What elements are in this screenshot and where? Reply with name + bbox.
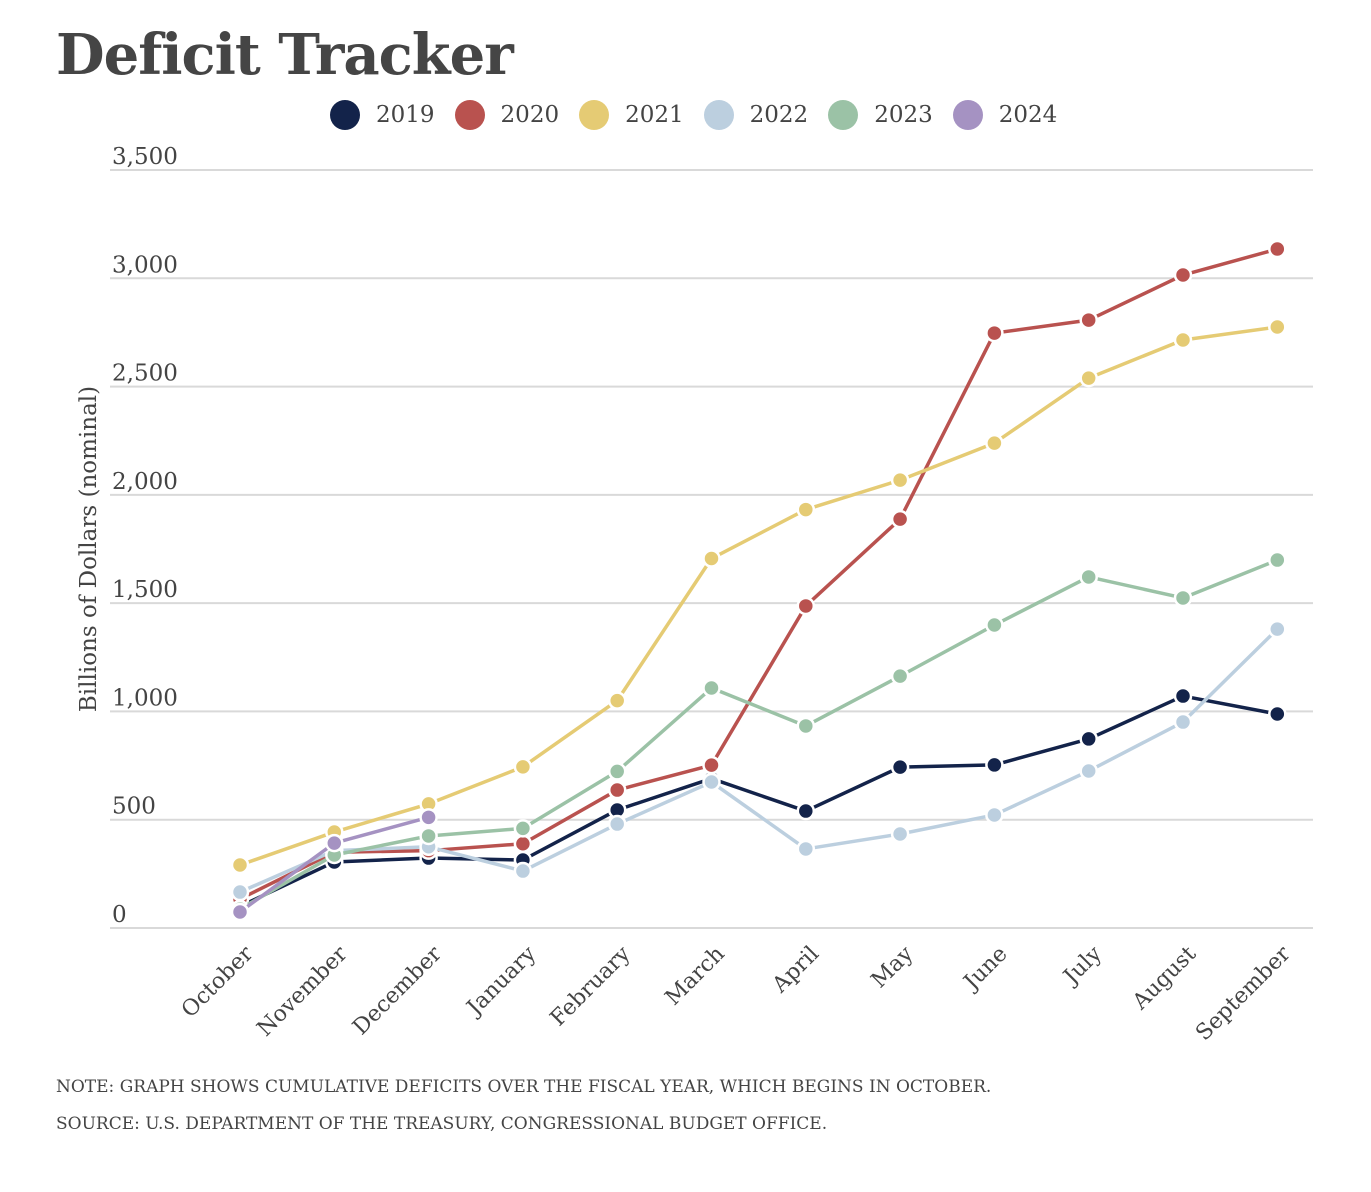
legend-item-2019: 2019 <box>330 100 435 130</box>
data-point-2021 <box>607 691 627 710</box>
legend-swatch <box>828 100 859 130</box>
note-text: NOTE: GRAPH SHOWS CUMULATIVE DEFICITS OV… <box>56 1077 992 1097</box>
legend-label: 2020 <box>500 102 560 128</box>
y-tick-label: 3,000 <box>112 252 178 278</box>
legend-label: 2021 <box>625 102 684 128</box>
data-point-2021 <box>702 549 721 568</box>
data-point-2021 <box>1268 317 1287 337</box>
legend-swatch <box>952 100 983 130</box>
legend-label: 2023 <box>874 102 933 128</box>
data-point-2023 <box>607 762 627 781</box>
source-text: SOURCE: U.S. DEPARTMENT OF THE TREASURY,… <box>56 1114 828 1134</box>
x-tick-label: April <box>767 942 824 999</box>
data-point-2019 <box>1173 686 1193 706</box>
legend-swatch <box>703 100 734 130</box>
data-point-2020 <box>796 596 816 616</box>
data-point-2023 <box>1173 588 1193 608</box>
legend: 2019 2020 2021 2022 2023 2024 <box>330 100 1077 130</box>
data-point-2019 <box>890 757 910 777</box>
data-point-2024 <box>419 808 438 827</box>
series-line-2022 <box>239 627 1279 894</box>
data-point-2020 <box>1268 239 1287 259</box>
data-point-2023 <box>890 666 910 686</box>
series-line-2019 <box>239 694 1278 908</box>
x-tick-label: March <box>661 942 730 1011</box>
data-point-2021 <box>1079 368 1098 388</box>
x-tick-label: May <box>867 941 919 993</box>
data-point-2022 <box>796 839 816 859</box>
data-point-2020 <box>1173 265 1193 285</box>
x-tick-label: November <box>253 941 353 1041</box>
data-point-2023 <box>1268 550 1287 570</box>
data-point-2021 <box>1173 330 1193 350</box>
data-point-2022 <box>230 882 250 902</box>
data-point-2023 <box>419 826 438 846</box>
series-line-2023 <box>239 558 1278 911</box>
y-tick-label: 500 <box>112 794 156 820</box>
data-point-2023 <box>796 716 816 736</box>
data-point-2021 <box>890 470 910 490</box>
data-point-2022 <box>1173 712 1193 732</box>
x-tick-label: December <box>348 941 447 1040</box>
y-tick-label: 1,500 <box>112 577 178 603</box>
data-point-2022 <box>607 814 627 834</box>
legend-label: 2022 <box>749 102 809 128</box>
data-point-2023 <box>513 819 533 838</box>
y-tick-label: 2,500 <box>112 361 178 387</box>
y-axis-label: Billions of Dollars (nominal) <box>76 386 102 712</box>
data-point-2019 <box>1268 704 1287 724</box>
data-point-2020 <box>985 323 1004 343</box>
y-tick-label: 1,000 <box>112 685 178 711</box>
legend-label: 2019 <box>376 102 435 128</box>
data-point-2024 <box>325 833 344 853</box>
legend-item-2024: 2024 <box>952 100 1058 130</box>
data-point-2023 <box>985 615 1004 635</box>
legend-swatch <box>579 100 610 130</box>
legend-item-2023: 2023 <box>828 100 933 130</box>
y-tick-label: 3,500 <box>112 144 178 170</box>
legend-item-2022: 2022 <box>703 100 809 130</box>
data-point-2020 <box>607 780 627 800</box>
x-tick-label: July <box>1058 941 1108 991</box>
y-tick-label: 2,000 <box>112 469 178 495</box>
data-point-2021 <box>230 855 250 875</box>
data-point-2019 <box>796 801 816 821</box>
y-tick-label: 0 <box>112 902 127 928</box>
legend-swatch <box>454 100 485 130</box>
data-point-2022 <box>1079 761 1098 781</box>
data-point-2022 <box>890 824 910 844</box>
data-point-2022 <box>1268 619 1287 639</box>
legend-item-2021: 2021 <box>579 100 684 130</box>
data-point-2019 <box>985 755 1004 775</box>
data-point-2021 <box>513 757 533 777</box>
data-point-2021 <box>796 500 816 519</box>
data-point-2020 <box>890 509 910 529</box>
data-point-2020 <box>702 755 721 775</box>
x-tick-label: January <box>461 941 542 1022</box>
data-point-2023 <box>1079 567 1098 587</box>
data-point-2022 <box>985 805 1004 825</box>
data-point-2022 <box>513 861 533 881</box>
x-tick-label: September <box>1191 941 1296 1046</box>
x-tick-label: February <box>546 941 636 1031</box>
data-point-2024 <box>230 902 250 922</box>
x-tick-label: June <box>958 942 1013 997</box>
legend-item-2020: 2020 <box>454 100 560 130</box>
x-tick-label: October <box>177 941 259 1023</box>
data-point-2020 <box>1079 310 1098 330</box>
legend-label: 2024 <box>998 102 1058 128</box>
data-point-2022 <box>702 772 721 792</box>
data-point-2021 <box>985 433 1004 453</box>
series-line-2021 <box>239 325 1278 867</box>
data-point-2020 <box>513 834 533 854</box>
data-point-2019 <box>1079 729 1098 749</box>
chart-title: Deficit Tracker <box>56 22 514 88</box>
legend-swatch <box>330 100 360 130</box>
x-tick-label: August <box>1127 941 1201 1015</box>
series-line-2020 <box>239 247 1278 901</box>
data-point-2023 <box>702 678 721 698</box>
